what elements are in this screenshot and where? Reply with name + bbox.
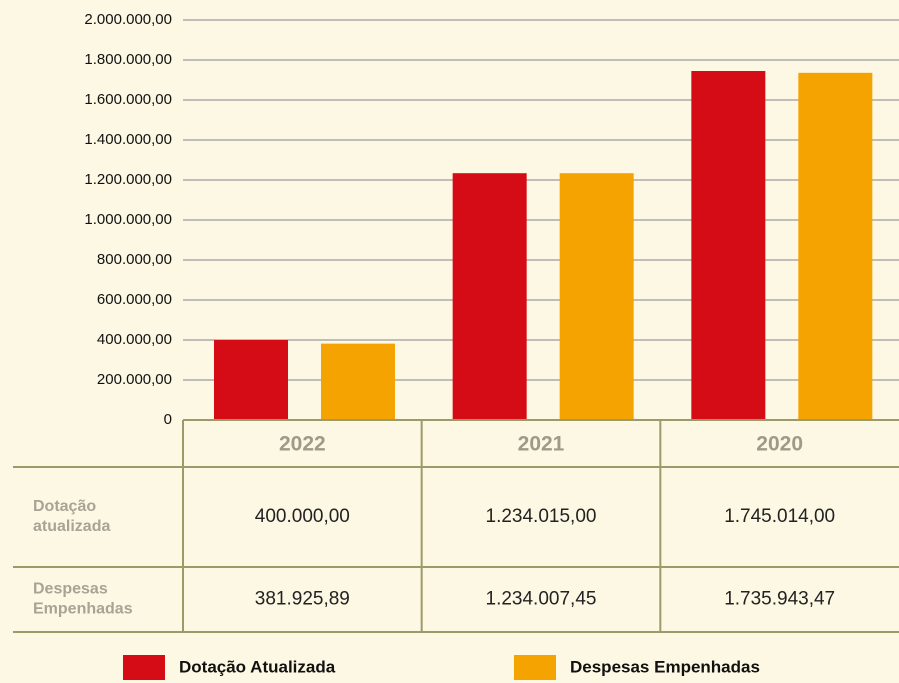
row-label: Despesas Empenhadas (33, 581, 133, 618)
y-tick-label: 1.000.000,00 (84, 211, 172, 228)
bar (452, 173, 527, 420)
table-value: 1.234.007,45 (486, 589, 597, 610)
legend-swatch (514, 655, 556, 680)
y-tick-label: 0 (164, 411, 172, 428)
table-value: 1.745.014,00 (724, 506, 835, 527)
bar (321, 343, 395, 420)
y-tick-label: 2.000.000,00 (84, 11, 172, 28)
column-header: 2020 (756, 433, 803, 456)
y-tick-label: 1.200.000,00 (84, 171, 172, 188)
bar (691, 70, 766, 421)
y-tick-label: 600.000,00 (97, 291, 172, 308)
legend-label: Despesas Empenhadas (570, 657, 760, 676)
y-tick-label: 800.000,00 (97, 251, 172, 268)
y-tick-label: 1.800.000,00 (84, 51, 172, 68)
table-value: 381.925,89 (255, 589, 350, 610)
table-value: 400.000,00 (255, 506, 350, 527)
column-header: 2021 (518, 433, 565, 456)
y-tick-label: 1.400.000,00 (84, 131, 172, 148)
bar (214, 340, 288, 420)
table-value: 1.234.015,00 (486, 506, 597, 527)
table-value: 1.735.943,47 (724, 589, 835, 610)
legend-label: Dotação Atualizada (179, 657, 336, 676)
column-header: 2022 (279, 433, 326, 456)
y-tick-label: 1.600.000,00 (84, 91, 172, 108)
row-label: Dotação atualizada (33, 498, 110, 535)
bar (798, 72, 873, 420)
bar (559, 173, 634, 420)
y-tick-label: 400.000,00 (97, 331, 172, 348)
legend-swatch (123, 655, 165, 680)
y-tick-label: 200.000,00 (97, 371, 172, 388)
